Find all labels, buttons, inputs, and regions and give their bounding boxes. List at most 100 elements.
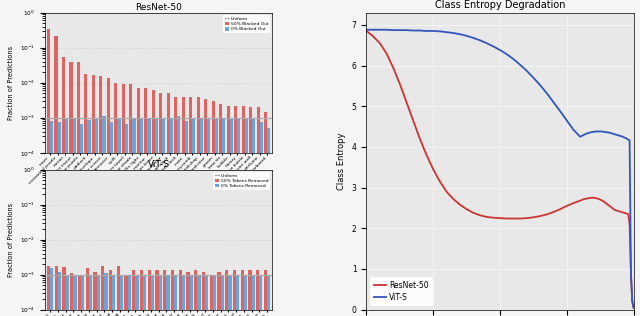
Bar (63, 267, 66, 316)
Bar (102, 116, 106, 316)
Bar (50, 269, 54, 316)
Bar (163, 270, 166, 316)
Bar (65, 118, 68, 316)
Bar (115, 83, 117, 316)
Bar (185, 121, 188, 316)
Bar (69, 62, 72, 316)
Bar (221, 276, 224, 316)
Bar (159, 93, 163, 316)
ResNet-50 (593, 196, 600, 200)
Bar (212, 101, 215, 316)
Bar (54, 266, 58, 316)
Bar (241, 106, 244, 316)
Bar (186, 272, 189, 316)
Bar (166, 93, 170, 316)
Bar (47, 29, 50, 316)
ViT-S (630, 306, 637, 310)
ResNet-50 (490, 216, 497, 220)
Bar (89, 275, 92, 316)
Bar (74, 275, 77, 316)
Bar (205, 275, 208, 316)
Bar (81, 275, 84, 316)
Bar (189, 97, 192, 316)
Bar (256, 270, 259, 316)
Bar (225, 270, 228, 316)
Bar (259, 275, 262, 316)
Bar (200, 118, 203, 316)
Bar (127, 275, 131, 316)
ViT-S (363, 28, 371, 32)
Bar (202, 272, 205, 316)
Bar (218, 272, 221, 316)
Bar (62, 57, 65, 316)
Bar (182, 275, 185, 316)
Bar (140, 270, 143, 316)
Bar (257, 107, 260, 316)
Bar (78, 275, 81, 316)
Bar (177, 116, 180, 316)
ViT-S (593, 130, 600, 133)
Bar (234, 106, 237, 316)
Bar (155, 118, 158, 316)
Bar (109, 270, 112, 316)
Bar (219, 104, 222, 316)
Bar (194, 270, 197, 316)
Bar (86, 269, 89, 316)
Bar (95, 118, 98, 316)
Bar (233, 270, 236, 316)
ViT-S (463, 34, 470, 38)
Bar (50, 121, 53, 316)
Bar (132, 270, 136, 316)
Bar (264, 112, 267, 316)
Bar (189, 275, 193, 316)
Bar (171, 270, 174, 316)
Bar (140, 118, 143, 316)
Bar (222, 118, 225, 316)
Bar (72, 118, 76, 316)
Legend: ResNet-50, ViT-S: ResNet-50, ViT-S (370, 277, 433, 306)
Bar (252, 275, 255, 316)
Bar (125, 124, 128, 316)
Bar (88, 120, 91, 316)
Legend: Uniform, 50% Blacked Out, 0% Blacked Out: Uniform, 50% Blacked Out, 0% Blacked Out (223, 15, 270, 33)
Y-axis label: Fraction of Predictions: Fraction of Predictions (8, 203, 14, 277)
Bar (110, 122, 113, 316)
Bar (136, 275, 139, 316)
Bar (166, 275, 170, 316)
Bar (152, 90, 155, 316)
Bar (236, 275, 239, 316)
Bar (237, 118, 241, 316)
Bar (70, 273, 74, 316)
Bar (192, 118, 195, 316)
Bar (122, 84, 125, 316)
ViT-S (490, 45, 497, 48)
Bar (230, 118, 233, 316)
ResNet-50 (630, 306, 637, 310)
Bar (80, 124, 83, 316)
Bar (248, 270, 252, 316)
Bar (144, 88, 147, 316)
Bar (244, 118, 248, 316)
Bar (58, 272, 61, 316)
Bar (264, 270, 267, 316)
Bar (209, 275, 212, 316)
Bar (163, 118, 166, 316)
Bar (174, 276, 177, 316)
Bar (249, 107, 252, 316)
Line: ResNet-50: ResNet-50 (367, 31, 634, 308)
Bar (93, 272, 97, 316)
Bar (97, 276, 100, 316)
Bar (92, 75, 95, 316)
ResNet-50 (429, 167, 437, 171)
Bar (107, 77, 110, 316)
Bar (267, 275, 270, 316)
ResNet-50 (496, 216, 504, 220)
Bar (66, 275, 69, 316)
Y-axis label: Class Entropy: Class Entropy (337, 132, 346, 190)
Bar (228, 275, 232, 316)
ViT-S (429, 29, 437, 33)
Bar (215, 118, 218, 316)
Legend: Uniform, 50% Tokens Removed, 0% Tokens Removed: Uniform, 50% Tokens Removed, 0% Tokens R… (213, 172, 270, 190)
Bar (137, 88, 140, 316)
Bar (267, 128, 270, 316)
